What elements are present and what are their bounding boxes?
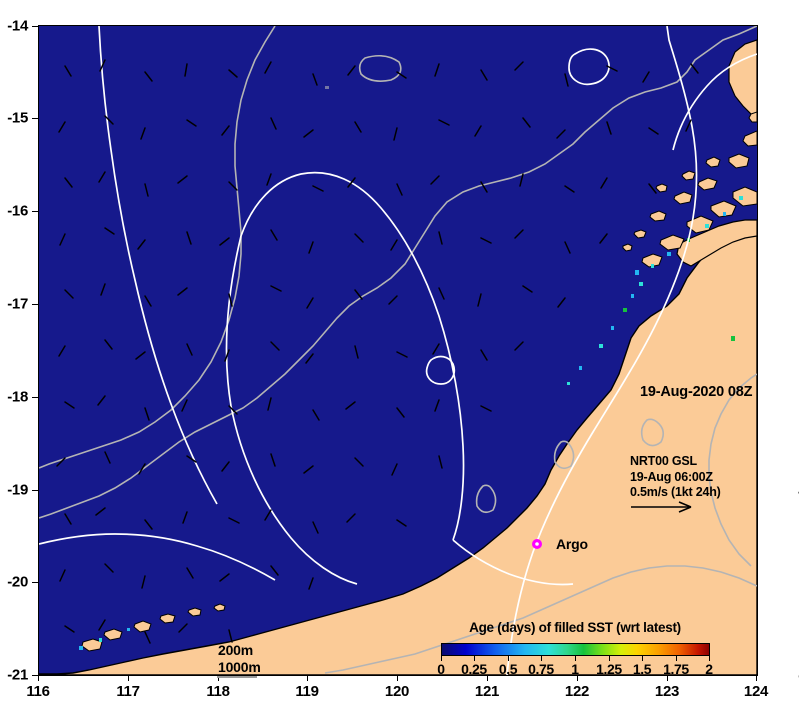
y-tick [32,582,38,583]
x-tick-label: 116 [26,683,50,700]
y-tick-label: -19 [7,481,28,499]
date-stamp: 19-Aug-2020 08Z [640,384,753,400]
x-tick [218,675,219,681]
map-canvas[interactable] [39,26,757,675]
colorbar-tick-label: 0 [437,661,445,677]
x-tick [756,675,757,681]
colorbar-tick [508,656,509,661]
x-tick-label: 121 [474,683,500,700]
x-tick [487,675,488,681]
vector-legend-scale: 0.5m/s (1kt 24h) [630,485,721,499]
coastal-age-cells [79,86,743,650]
colorbar-tick [709,656,710,661]
y-tick-label: -14 [7,17,28,35]
land-southern-islands [81,603,226,652]
colorbar-tick [575,656,576,661]
colorbar-tick [642,656,643,661]
x-tick-label: 118 [206,683,230,700]
vector-legend-time: 19-Aug 06:00Z [630,469,713,484]
colorbar-tick-label: 2 [705,661,713,677]
contour-1000m [39,26,757,674]
colorbar: Age (days) of filled SST (wrt latest) 0 … [430,620,720,678]
colorbar-tick-label: 0.5 [498,661,518,677]
current-vectors [56,59,699,644]
colorbar-tick-label: 0.25 [461,661,487,677]
y-tick [32,397,38,398]
colorbar-tick [441,656,442,661]
argo-label: Argo [556,536,588,552]
x-tick-label: 123 [654,683,680,700]
x-tick [667,675,668,681]
colorbar-gradient [441,643,710,656]
colorbar-tick [541,656,542,661]
x-tick [128,675,129,681]
colorbar-tick [474,656,475,661]
x-tick [307,675,308,681]
y-tick-label: -17 [7,295,28,313]
colorbar-tick-label: 1.5 [632,661,652,677]
y-tick [32,118,38,119]
x-tick [397,675,398,681]
argo-float-marker-icon[interactable] [532,537,543,549]
land-peninsula-north [676,219,757,267]
x-tick [577,675,578,681]
y-tick-label: -20 [7,573,28,591]
y-tick-label: -21 [7,666,28,684]
colorbar-title: Age (days) of filled SST (wrt latest) [469,620,681,635]
x-tick-label: 122 [564,683,590,700]
y-tick-label: -16 [7,202,28,220]
x-tick-label: 119 [295,683,319,700]
colorbar-tick [609,656,610,661]
y-tick [32,304,38,305]
depth-label-200m: 200m [218,642,254,658]
depth-legend-rule [217,676,257,678]
land-mainland [39,225,757,675]
y-tick [32,675,38,676]
contour-200m [39,26,757,675]
x-tick-label: 124 [743,683,769,700]
reference-vector-arrow-icon [631,500,701,514]
archipelago-islands [622,111,757,268]
colorbar-tick-label: 1.75 [663,661,689,677]
depth-label-1000m: 1000m [218,659,261,675]
y-tick-label: -15 [7,109,28,127]
x-tick-label: 120 [384,683,410,700]
map-panel[interactable] [38,25,758,676]
bathymetry-depth-legend: 200m 1000m [218,642,261,676]
x-tick-label: 117 [116,683,140,700]
colorbar-tick [676,656,677,661]
colorbar-tick-label: 1 [571,661,579,677]
y-tick [32,490,38,491]
current-vector-legend: NRT00 GSL 19-Aug 06:00Z 0.5m/s (1kt 24h) [630,454,721,501]
vector-legend-source: NRT00 GSL [630,454,697,468]
y-tick [32,211,38,212]
y-tick-label: -18 [7,388,28,406]
y-tick [32,26,38,27]
x-tick [38,675,39,681]
colorbar-tick-label: 1.25 [596,661,622,677]
colorbar-tick-label: 0.75 [528,661,554,677]
